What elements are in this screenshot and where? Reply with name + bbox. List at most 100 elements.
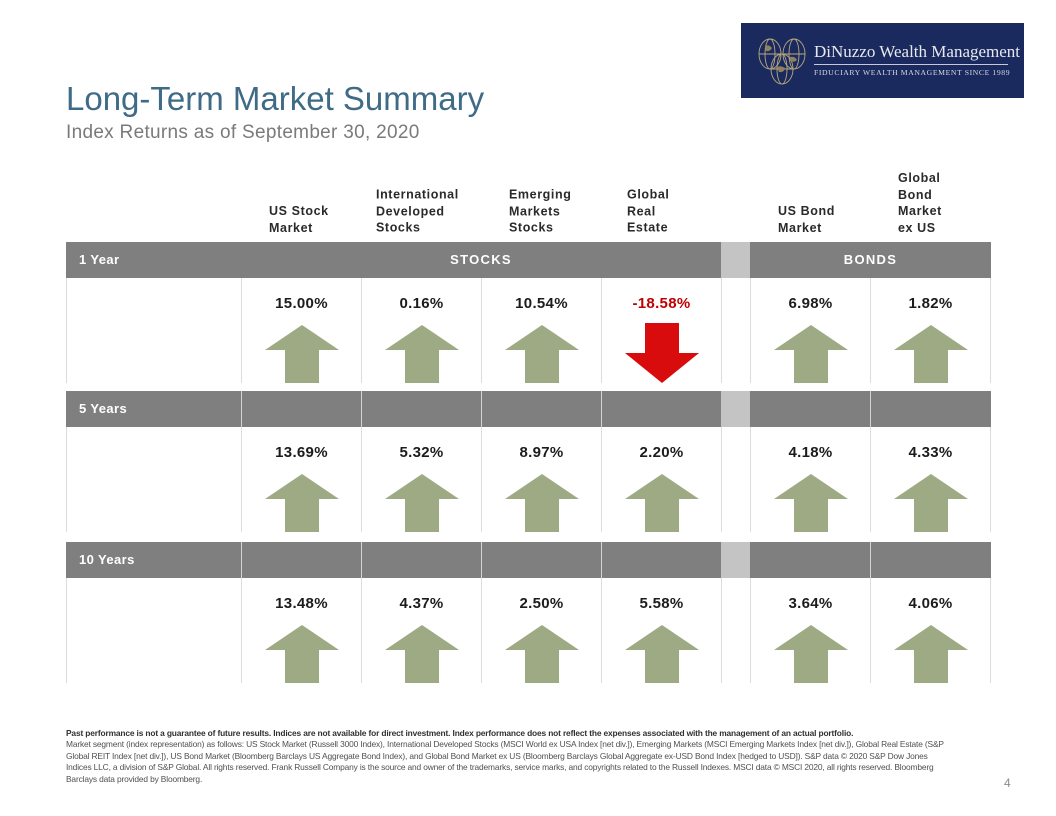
column-divider	[481, 542, 482, 578]
return-value: -18.58%	[632, 295, 691, 312]
value-cell: 8.97%	[481, 427, 601, 532]
row-label: 10 Years	[79, 552, 135, 567]
up-arrow-icon	[893, 325, 968, 383]
value-cell: 2.50%	[481, 578, 601, 683]
column-header-global-bond-market-ex-us: Global Bond Market ex US	[898, 171, 942, 235]
value-cell: 15.00%	[241, 278, 361, 383]
row-values-5-years: 13.69% 5.32% 8.97% 2.20% 4.18% 4.33%	[66, 427, 991, 532]
company-logo: DiNuzzo Wealth Management FIDUCIARY WEAL…	[741, 23, 1024, 98]
up-arrow-icon	[624, 474, 699, 532]
disclaimer-lead: Past performance is not a guarantee of f…	[66, 728, 854, 738]
column-divider	[870, 391, 871, 427]
page-title: Long-Term Market Summary	[66, 80, 485, 117]
return-value: 0.16%	[399, 295, 444, 312]
column-divider	[361, 542, 362, 578]
up-arrow-icon	[773, 474, 848, 532]
up-arrow-icon	[504, 325, 579, 383]
logo-tagline: FIDUCIARY WEALTH MANAGEMENT SINCE 1989	[814, 68, 1011, 77]
gap-cell	[721, 578, 750, 683]
bonds-group-label: BONDS	[843, 252, 898, 267]
row-header-5-years: 5 Years	[66, 391, 991, 427]
column-header-international-developed-stocks: International Developed Stocks	[376, 187, 459, 235]
value-cell: 13.69%	[241, 427, 361, 532]
up-arrow-icon	[264, 325, 339, 383]
return-value: 5.58%	[639, 595, 684, 612]
up-arrow-icon	[384, 625, 459, 683]
up-arrow-icon	[504, 474, 579, 532]
value-cell: 1.82%	[870, 278, 991, 383]
value-cell: 4.06%	[870, 578, 991, 683]
up-arrow-icon	[773, 625, 848, 683]
group-gap	[721, 391, 750, 427]
page-subtitle: Index Returns as of September 30, 2020	[66, 122, 420, 143]
column-divider	[601, 542, 602, 578]
value-cell: 4.33%	[870, 427, 991, 532]
return-value: 15.00%	[275, 295, 328, 312]
return-value: 2.50%	[519, 595, 564, 612]
value-cell: 0.16%	[361, 278, 481, 383]
up-arrow-icon	[624, 625, 699, 683]
up-arrow-icon	[264, 474, 339, 532]
stocks-group-label: STOCKS	[450, 252, 512, 267]
column-header-emerging-markets-stocks: Emerging Markets Stocks	[509, 187, 572, 235]
row-label-cell	[66, 427, 241, 532]
row-label: 1 Year	[79, 252, 120, 267]
up-arrow-icon	[773, 325, 848, 383]
row-values-1-year: 15.00% 0.16% 10.54% -18.58% 6.98% 1.82%	[66, 278, 991, 383]
globes-icon	[758, 38, 806, 85]
return-value: 4.18%	[788, 444, 833, 461]
return-value: 8.97%	[519, 444, 564, 461]
logo-divider	[814, 64, 1008, 65]
value-cell: 2.20%	[601, 427, 721, 532]
value-cell: 13.48%	[241, 578, 361, 683]
return-value: 3.64%	[788, 595, 833, 612]
column-divider	[481, 391, 482, 427]
up-arrow-icon	[504, 625, 579, 683]
group-gap	[721, 242, 750, 278]
gap-cell	[721, 427, 750, 532]
up-arrow-icon	[384, 325, 459, 383]
column-divider	[241, 391, 242, 427]
column-header-us-stock-market: US Stock Market	[269, 204, 329, 235]
down-arrow-icon	[624, 323, 699, 383]
value-cell: 5.32%	[361, 427, 481, 532]
row-header-1-year: 1 Year STOCKS BONDS	[66, 242, 991, 278]
column-divider	[601, 391, 602, 427]
row-label-cell	[66, 278, 241, 383]
value-cell: 5.58%	[601, 578, 721, 683]
up-arrow-icon	[384, 474, 459, 532]
row-label: 5 Years	[79, 401, 128, 416]
return-value: 2.20%	[639, 444, 684, 461]
value-cell: 6.98%	[750, 278, 870, 383]
value-cell: 10.54%	[481, 278, 601, 383]
return-value: 10.54%	[515, 295, 568, 312]
value-cell: -18.58%	[601, 278, 721, 383]
row-label-cell	[66, 578, 241, 683]
row-header-10-years: 10 Years	[66, 542, 991, 578]
up-arrow-icon	[893, 474, 968, 532]
row-values-10-years: 13.48% 4.37% 2.50% 5.58% 3.64% 4.06%	[66, 578, 991, 683]
return-value: 6.98%	[788, 295, 833, 312]
return-value: 13.69%	[275, 444, 328, 461]
value-cell: 4.18%	[750, 427, 870, 532]
page-number: 4	[1004, 776, 1011, 790]
value-cell: 3.64%	[750, 578, 870, 683]
return-value: 1.82%	[908, 295, 953, 312]
return-value: 4.06%	[908, 595, 953, 612]
return-value: 4.33%	[908, 444, 953, 461]
up-arrow-icon	[264, 625, 339, 683]
column-divider	[870, 542, 871, 578]
disclaimer: Past performance is not a guarantee of f…	[66, 728, 946, 785]
return-value: 13.48%	[275, 595, 328, 612]
column-header-global-real-estate: Global Real Estate	[627, 187, 670, 235]
column-divider	[241, 542, 242, 578]
logo-company-name: DiNuzzo Wealth Management	[814, 42, 1021, 61]
value-cell: 4.37%	[361, 578, 481, 683]
column-header-us-bond-market: US Bond Market	[778, 204, 835, 235]
column-divider	[361, 391, 362, 427]
disclaimer-body: Market segment (index representation) as…	[66, 739, 944, 784]
group-gap	[721, 542, 750, 578]
gap-cell	[721, 278, 750, 383]
return-value: 4.37%	[399, 595, 444, 612]
up-arrow-icon	[893, 625, 968, 683]
